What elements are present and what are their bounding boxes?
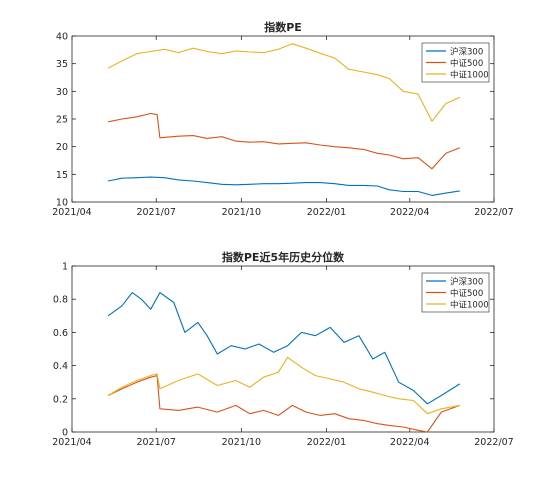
x-tick-label: 2022/04	[390, 437, 429, 448]
y-tick-label: 10	[56, 198, 68, 209]
y-tick-label: 15	[56, 170, 68, 181]
x-tick-label: 2021/07	[136, 437, 175, 448]
x-tick-label: 2021/07	[136, 207, 175, 218]
y-tick-label: 0.4	[53, 361, 68, 372]
legend-label: 沪深300	[450, 276, 483, 287]
x-tick-label: 2022/07	[474, 437, 513, 448]
x-tick-label: 2022/01	[307, 207, 346, 218]
x-tick-label: 2021/10	[222, 437, 261, 448]
chart-title: 指数PE近5年历史分位数	[222, 250, 345, 264]
x-tick-label: 2021/10	[222, 207, 261, 218]
x-tick-label: 2021/04	[52, 437, 91, 448]
x-tick-label: 2022/04	[390, 207, 429, 218]
series-line-2	[107, 375, 460, 432]
series-line-1	[107, 292, 461, 405]
series-line-2	[107, 112, 461, 170]
legend-label: 中证1000	[450, 299, 489, 310]
chart-title: 指数PE	[264, 20, 302, 34]
x-tick-label: 2021/04	[52, 207, 91, 218]
x-tick-label: 2022/07	[474, 207, 513, 218]
y-tick-label: 0.6	[53, 328, 68, 339]
series-line-1	[107, 176, 460, 196]
y-tick-label: 30	[56, 87, 68, 98]
pe-chart: 指数PE 10 15 20 25 30 35 40 2021/04 2021/07 2021/10 2…	[52, 20, 513, 218]
y-tick-label: 40	[56, 32, 68, 43]
legend-label: 沪深300	[450, 46, 483, 57]
x-tick-label: 2022/01	[307, 437, 346, 448]
series-line-3	[107, 43, 461, 122]
y-tick-label: 0.8	[53, 295, 68, 306]
y-tick-label: 0	[62, 428, 68, 439]
y-tick-label: 1	[62, 262, 68, 273]
legend-label: 中证500	[450, 58, 483, 69]
y-tick-label: 25	[56, 115, 68, 126]
pe-percentile-chart: 指数PE近5年历史分位数 0 0.2 0.4 0.6 0.8 1 2021/04 2021/07…	[52, 250, 513, 448]
y-tick-label: 20	[56, 142, 68, 153]
series-line-3	[107, 356, 460, 415]
y-tick-label: 0.2	[53, 394, 68, 405]
y-tick-label: 35	[56, 59, 68, 70]
legend-label: 中证1000	[450, 69, 489, 80]
legend-label: 中证500	[450, 288, 483, 299]
